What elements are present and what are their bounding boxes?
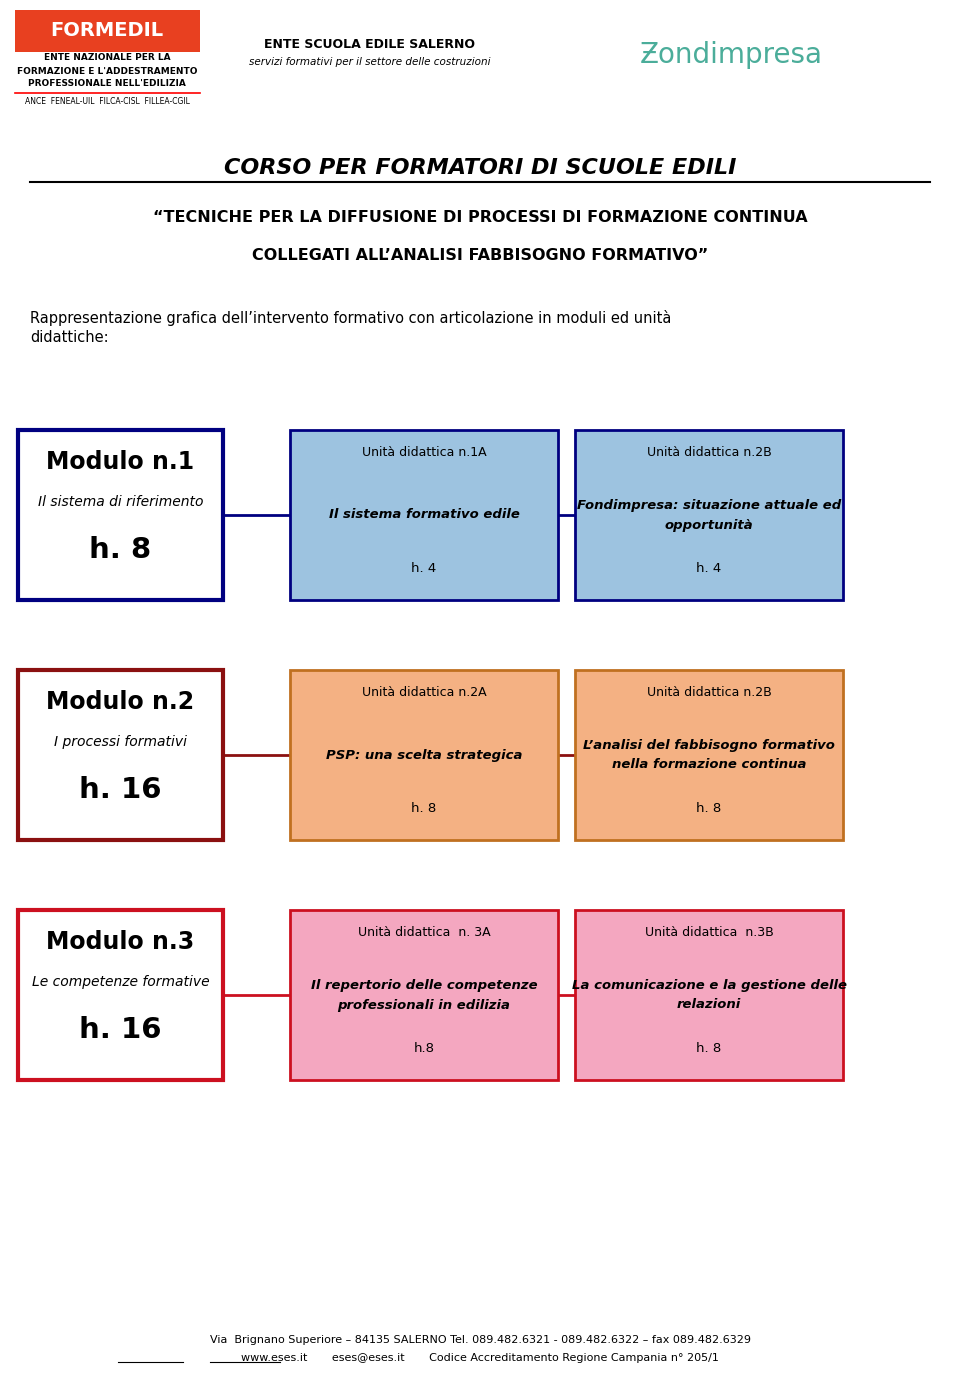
Text: PROFESSIONALE NELL'EDILIZIA: PROFESSIONALE NELL'EDILIZIA: [28, 80, 186, 88]
Text: ENTE NAZIONALE PER LA: ENTE NAZIONALE PER LA: [44, 53, 170, 63]
Bar: [18, 429, 223, 600]
Text: “TECNICHE PER LA DIFFUSIONE DI PROCESSI DI FORMAZIONE CONTINUA: “TECNICHE PER LA DIFFUSIONE DI PROCESSI …: [153, 210, 807, 225]
Text: FORMAZIONE E L'ADDESTRAMENTO: FORMAZIONE E L'ADDESTRAMENTO: [16, 67, 197, 76]
Text: ENTE SCUOLA EDILE SALERNO: ENTE SCUOLA EDILE SALERNO: [265, 39, 475, 52]
Text: Il sistema formativo edile: Il sistema formativo edile: [328, 508, 519, 522]
Text: Modulo n.3: Modulo n.3: [46, 930, 195, 954]
Text: La comunicazione e la gestione delle: La comunicazione e la gestione delle: [571, 978, 847, 992]
Text: h. 8: h. 8: [696, 802, 722, 814]
Text: h. 4: h. 4: [696, 561, 722, 575]
Text: Unità didattica  n.3B: Unità didattica n.3B: [644, 926, 774, 939]
Bar: [575, 670, 843, 839]
Text: Unità didattica n.2B: Unità didattica n.2B: [647, 686, 772, 698]
Text: h. 8: h. 8: [412, 802, 437, 814]
Text: FORMEDIL: FORMEDIL: [51, 21, 163, 41]
Bar: [575, 909, 843, 1080]
Bar: [290, 670, 558, 839]
Text: Unità didattica n.2B: Unità didattica n.2B: [647, 445, 772, 459]
Text: h.8: h.8: [414, 1041, 435, 1055]
Text: Rappresentazione grafica dell’intervento formativo con articolazione in moduli e: Rappresentazione grafica dell’intervento…: [30, 311, 671, 326]
Text: Unità didattica n.2A: Unità didattica n.2A: [362, 686, 487, 698]
Bar: [290, 429, 558, 600]
Text: relazioni: relazioni: [677, 999, 741, 1011]
Text: Modulo n.1: Modulo n.1: [46, 450, 195, 474]
Text: Modulo n.2: Modulo n.2: [46, 690, 195, 713]
Text: opportunità: opportunità: [664, 519, 754, 532]
Bar: [18, 909, 223, 1080]
Text: L’analisi del fabbisogno formativo: L’analisi del fabbisogno formativo: [583, 739, 835, 751]
Text: Via  Brignano Superiore – 84135 SALERNO Tel. 089.482.6321 - 089.482.6322 – fax 0: Via Brignano Superiore – 84135 SALERNO T…: [209, 1335, 751, 1344]
Text: nella formazione continua: nella formazione continua: [612, 758, 806, 771]
Text: h. 8: h. 8: [89, 536, 152, 564]
Bar: [575, 429, 843, 600]
Text: www.eses.it       eses@eses.it       Codice Accreditamento Regione Campania n° 2: www.eses.it eses@eses.it Codice Accredit…: [241, 1353, 719, 1363]
Bar: [18, 670, 223, 839]
Text: ANCE  FENEAL-UIL  FILCA-CISL  FILLEA-CGIL: ANCE FENEAL-UIL FILCA-CISL FILLEA-CGIL: [25, 98, 189, 106]
Text: servizi formativi per il settore delle costruzioni: servizi formativi per il settore delle c…: [250, 57, 491, 67]
Text: CORSO PER FORMATORI DI SCUOLE EDILI: CORSO PER FORMATORI DI SCUOLE EDILI: [224, 158, 736, 178]
Text: PSP: una scelta strategica: PSP: una scelta strategica: [325, 748, 522, 761]
Text: Il repertorio delle competenze: Il repertorio delle competenze: [311, 978, 538, 992]
Text: h. 16: h. 16: [80, 776, 161, 804]
Text: h. 8: h. 8: [696, 1041, 722, 1055]
Text: h. 4: h. 4: [412, 561, 437, 575]
Text: professionali in edilizia: professionali in edilizia: [338, 999, 511, 1011]
Text: Unità didattica n.1A: Unità didattica n.1A: [362, 445, 487, 459]
Text: Le competenze formative: Le competenze formative: [32, 975, 209, 989]
Text: COLLEGATI ALL’ANALISI FABBISOGNO FORMATIVO”: COLLEGATI ALL’ANALISI FABBISOGNO FORMATI…: [252, 249, 708, 263]
Text: h. 16: h. 16: [80, 1016, 161, 1044]
Text: Il sistema di riferimento: Il sistema di riferimento: [37, 495, 204, 509]
Text: Unità didattica  n. 3A: Unità didattica n. 3A: [358, 926, 491, 939]
Text: Ƶondimpresa: Ƶondimpresa: [640, 41, 823, 69]
Text: I processi formativi: I processi formativi: [54, 734, 187, 748]
Bar: [290, 909, 558, 1080]
Bar: [15, 10, 200, 52]
Text: didattiche:: didattiche:: [30, 330, 108, 346]
Text: Fondimpresa: situazione attuale ed: Fondimpresa: situazione attuale ed: [577, 498, 841, 512]
